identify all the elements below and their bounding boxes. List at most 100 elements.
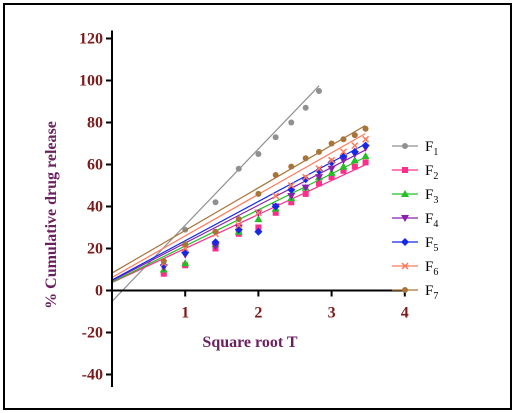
y-tick-label: -40 (82, 367, 103, 384)
legend-label: F1 (425, 139, 438, 158)
data-point (160, 270, 167, 277)
data-point (339, 148, 347, 156)
legend-marker (402, 287, 408, 293)
trend-line (111, 164, 366, 284)
data-point (235, 216, 242, 223)
y-tick-label: 0 (95, 283, 103, 300)
legend-label: F2 (425, 163, 438, 182)
data-point (315, 166, 324, 175)
data-point (272, 209, 279, 216)
data-point (211, 243, 220, 251)
legend-label: F5 (425, 235, 438, 254)
data-point (255, 224, 262, 231)
data-point (271, 202, 280, 211)
series-f7 (111, 125, 369, 274)
data-point (362, 125, 369, 132)
data-point (351, 142, 359, 150)
y-tick-label: -20 (82, 325, 103, 342)
legend-marker (401, 262, 409, 270)
legend-item-f2: F2 (392, 163, 438, 182)
data-point (327, 158, 336, 167)
data-point (315, 174, 324, 182)
data-point (316, 180, 323, 187)
data-point (339, 162, 348, 170)
data-point (339, 157, 348, 165)
legend-item-f3: F3 (392, 187, 438, 206)
legend-label: F6 (425, 259, 438, 278)
data-point (181, 259, 190, 267)
data-point (272, 134, 279, 141)
data-point (302, 173, 310, 181)
legend-subscript: 5 (433, 243, 438, 254)
y-tick-label: 80 (87, 115, 103, 132)
data-point (287, 193, 296, 200)
data-point (160, 258, 167, 265)
legend-label: F7 (425, 283, 438, 302)
trend-line (111, 143, 366, 281)
data-point (340, 167, 347, 174)
data-point (235, 221, 243, 229)
series-f5 (111, 141, 370, 281)
legend-subscript: 3 (433, 195, 438, 206)
trend-line (111, 149, 366, 282)
data-point (235, 165, 242, 172)
legend-subscript: 7 (433, 291, 438, 302)
chart-frame (3, 3, 512, 410)
y-tick-label: 120 (79, 31, 103, 48)
y-tick-label: 20 (87, 241, 103, 258)
x-tick-label: 4 (401, 305, 409, 322)
data-point (350, 147, 359, 156)
legend-label: F3 (425, 187, 438, 206)
legend-subscript: 6 (433, 267, 438, 278)
x-tick-label: 3 (328, 305, 336, 322)
data-point (255, 151, 262, 157)
data-point (316, 148, 323, 155)
data-point (351, 163, 358, 170)
data-point (288, 119, 295, 126)
legend-label: F4 (425, 211, 438, 230)
data-point (254, 215, 263, 223)
data-point (212, 228, 219, 235)
data-point (302, 155, 309, 162)
data-point (288, 199, 295, 206)
legend-item-f6: F6 (392, 259, 438, 278)
legend-marker (402, 143, 408, 149)
y-tick-label: 100 (79, 73, 103, 90)
legend-marker (401, 190, 409, 197)
data-point (272, 192, 280, 200)
data-point (362, 159, 369, 166)
x-axis-title: Square root T (202, 334, 297, 351)
data-point (328, 174, 335, 181)
x-tick-label: 1 (181, 305, 189, 322)
data-point (350, 156, 359, 164)
data-point (362, 135, 370, 143)
trend-line (111, 125, 366, 274)
legend-item-f5: F5 (392, 235, 438, 254)
legend-marker (402, 167, 408, 173)
y-tick-label: 60 (87, 157, 103, 174)
data-point (315, 165, 323, 173)
legend-item-f1: F1 (392, 139, 438, 158)
legend-marker (401, 215, 409, 222)
data-point (287, 181, 295, 190)
series-f6 (111, 133, 370, 279)
data-point (182, 241, 189, 248)
legend-subscript: 2 (433, 171, 438, 182)
data-point (328, 140, 335, 147)
x-tick-label: 2 (254, 305, 262, 322)
data-point (328, 156, 336, 164)
trend-line (111, 133, 366, 279)
legend-subscript: 1 (433, 147, 438, 158)
data-point (301, 175, 310, 184)
data-point (361, 141, 370, 150)
y-axis-title: % Cumulative drug release (43, 121, 60, 309)
legend-subscript: 4 (433, 219, 438, 230)
data-point (272, 172, 279, 178)
legend-item-f7: F7 (392, 283, 438, 302)
data-point (361, 152, 370, 160)
data-point (254, 209, 262, 217)
data-point (211, 238, 220, 247)
data-point (340, 136, 347, 143)
data-point (212, 199, 219, 206)
data-point (316, 88, 323, 94)
